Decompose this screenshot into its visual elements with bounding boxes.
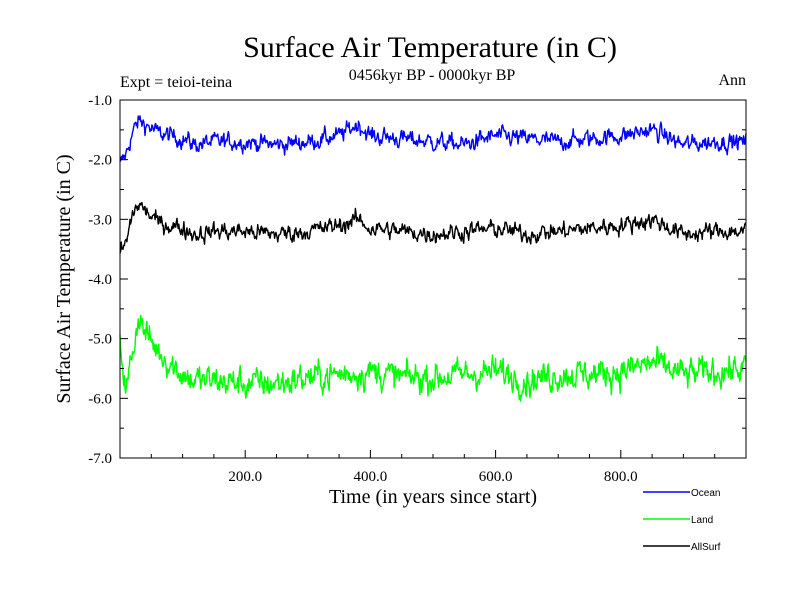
legend-label-land: Land (691, 515, 713, 526)
legend-label-ocean: Ocean (691, 488, 720, 499)
y-tick-label: -6.0 (88, 391, 112, 407)
x-tick-label: 800.0 (604, 469, 638, 485)
series-line-land (119, 314, 747, 402)
y-axis: -1.0 -2.0 -3.0 -4.0 -5.0 -6.0 -7.0 (88, 93, 746, 467)
y-tick-label: -2.0 (88, 153, 112, 169)
x-axis: 200.0 400.0 600.0 800.0 (150, 450, 716, 485)
chart-title: Surface Air Temperature (in C) (243, 31, 617, 64)
season-label: Ann (718, 72, 746, 89)
chart-subtitle: 0456kyr BP - 0000kyr BP (349, 67, 516, 84)
x-tick-label: 400.0 (354, 469, 388, 485)
y-tick-label: -5.0 (88, 332, 112, 348)
series-layer (119, 115, 747, 402)
legend: Ocean Land AllSurf (643, 488, 721, 553)
x-tick-label: 600.0 (479, 469, 513, 485)
experiment-label: Expt = teioi-teina (120, 74, 232, 91)
plot-frame (119, 99, 747, 459)
x-axis-label: Time (in years since start) (329, 486, 537, 508)
y-tick-label: -1.0 (88, 93, 112, 109)
legend-label-allsurf: AllSurf (691, 542, 721, 553)
y-tick-label: -7.0 (88, 451, 112, 467)
x-tick-label: 200.0 (228, 469, 262, 485)
y-axis-label: Surface Air Temperature (in C) (53, 154, 75, 403)
y-tick-label: -4.0 (88, 272, 112, 288)
y-tick-label: -3.0 (88, 212, 112, 228)
series-line-allsurf (119, 201, 747, 254)
series-line-ocean (119, 115, 747, 163)
